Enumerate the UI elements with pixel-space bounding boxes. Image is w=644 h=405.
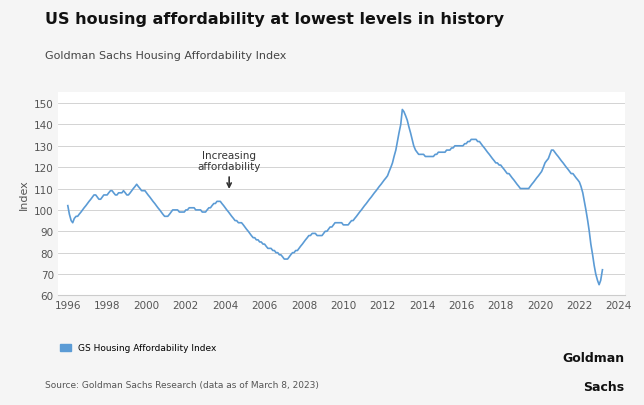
- Text: Increasing
affordability: Increasing affordability: [198, 151, 261, 188]
- Text: US housing affordability at lowest levels in history: US housing affordability at lowest level…: [45, 12, 504, 27]
- Text: Source: Goldman Sachs Research (data as of March 8, 2023): Source: Goldman Sachs Research (data as …: [45, 380, 319, 389]
- Legend: GS Housing Affordability Index: GS Housing Affordability Index: [57, 340, 220, 356]
- Text: Sachs: Sachs: [583, 380, 625, 393]
- Text: Goldman: Goldman: [563, 352, 625, 365]
- Text: Goldman Sachs Housing Affordability Index: Goldman Sachs Housing Affordability Inde…: [45, 51, 287, 61]
- Y-axis label: Index: Index: [19, 179, 28, 210]
